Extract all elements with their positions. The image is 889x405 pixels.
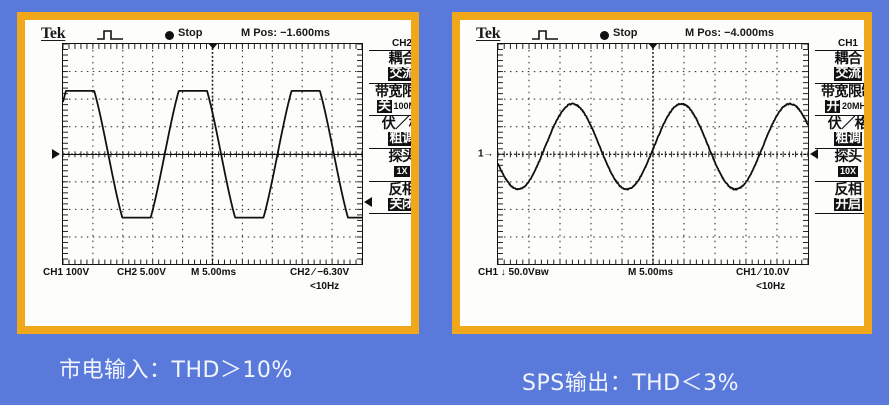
menu-item-unit: 20MHz (842, 102, 864, 111)
menu-item-value: 开启 (834, 198, 861, 212)
menu-item-value: 交流 (834, 67, 861, 81)
status-frequency: <10Hz (310, 281, 339, 292)
channel-label: CH1 (815, 38, 864, 51)
menu-item-title: 伏／格 (815, 117, 864, 132)
pulse-icon (97, 30, 123, 41)
menu-item-volts-per-div[interactable]: 伏／格 粗调 (369, 117, 411, 149)
menu-item-title: 带宽限制 (369, 85, 411, 100)
menu-item-volts-per-div[interactable]: 伏／格 粗调 (815, 117, 864, 149)
status-timebase: M 5.00ms (191, 267, 236, 278)
graticule-left (62, 43, 363, 265)
caption-mains-input: 市电输入：THD＞10% (59, 352, 293, 384)
channel-label: CH2 (369, 38, 411, 51)
menu-item-title: 反相 (815, 183, 864, 198)
menu-item-title: 耦合 (369, 52, 411, 67)
oscilloscope-left: Tek Stop M Pos: −1.600ms CH2 耦合 (17, 12, 419, 334)
tek-logo: Tek (41, 25, 65, 43)
stop-circle-icon (600, 31, 609, 40)
scope-screen-right: Tek Stop M Pos: −4.000ms 1→ CH1 耦合 (460, 20, 864, 326)
menu-item-title: 带宽限制 (815, 85, 864, 100)
pulse-icon (532, 30, 558, 41)
side-menu-left: CH2 耦合 交流 带宽限制 关 100MHz 伏／格 (369, 38, 411, 215)
status-ch2: CH2 5.00V (117, 267, 166, 278)
menu-item-title: 伏／格 (369, 117, 411, 132)
tek-logo: Tek (476, 25, 500, 43)
caption-sps-output: SPS输出：THD＜3% (522, 365, 739, 397)
menu-item-value: 关闭 (388, 198, 411, 212)
status-ch1: CH1 100V (43, 267, 89, 278)
stop-circle-icon (165, 31, 174, 40)
menu-item-value: 粗调 (388, 132, 411, 146)
oscilloscope-right: Tek Stop M Pos: −4.000ms 1→ CH1 耦合 (452, 12, 872, 334)
menu-item-value: 1X (394, 166, 409, 177)
status-trigger: CH1 ∕ 10.0V (736, 267, 789, 278)
menu-item-title: 探头 (815, 150, 864, 165)
menu-item-coupling[interactable]: 耦合 交流 (815, 52, 864, 84)
run-state-label: Stop (613, 27, 637, 39)
menu-item-coupling[interactable]: 耦合 交流 (369, 52, 411, 84)
horizontal-position-label: M Pos: −4.000ms (685, 27, 774, 39)
status-ch1: CH1 ↓ 50.0Vʙᴡ (478, 267, 549, 278)
status-trigger: CH2 ∕ −6.30V (290, 267, 349, 278)
menu-item-probe[interactable]: 探头 10X (815, 150, 864, 182)
menu-item-bandwidth-limit[interactable]: 带宽限制 开 20MHz (815, 85, 864, 117)
menu-item-value: 交流 (388, 67, 411, 81)
channel-reference-marker: 1→ (478, 149, 494, 160)
menu-item-probe[interactable]: 探头 1X (369, 150, 411, 182)
run-state-label: Stop (178, 27, 202, 39)
menu-item-invert[interactable]: 反相 关闭 (369, 183, 411, 215)
menu-item-value: 10X (838, 166, 858, 177)
menu-item-bandwidth-limit[interactable]: 带宽限制 关 100MHz (369, 85, 411, 117)
horizontal-position-label: M Pos: −1.600ms (241, 27, 330, 39)
menu-item-value: 关 (377, 100, 392, 114)
side-menu-right: CH1 耦合 交流 带宽限制 开 20MHz 伏／格 (815, 38, 864, 215)
waveform-trace-left (63, 44, 362, 265)
menu-item-value: 开 (825, 100, 840, 114)
comparison-figure: Tek Stop M Pos: −1.600ms CH2 耦合 (0, 0, 889, 405)
menu-item-invert[interactable]: 反相 开启 (815, 183, 864, 215)
menu-item-title: 探头 (369, 150, 411, 165)
status-timebase: M 5.00ms (628, 267, 673, 278)
ground-level-marker (52, 149, 60, 159)
menu-item-value: 粗调 (834, 132, 861, 146)
graticule-right: 1→ (497, 43, 809, 265)
menu-item-title: 反相 (369, 183, 411, 198)
waveform-trace-right (498, 44, 808, 265)
status-frequency: <10Hz (756, 281, 785, 292)
menu-item-title: 耦合 (815, 52, 864, 67)
scope-screen-left: Tek Stop M Pos: −1.600ms CH2 耦合 (25, 20, 411, 326)
menu-item-unit: 100MHz (394, 102, 412, 111)
